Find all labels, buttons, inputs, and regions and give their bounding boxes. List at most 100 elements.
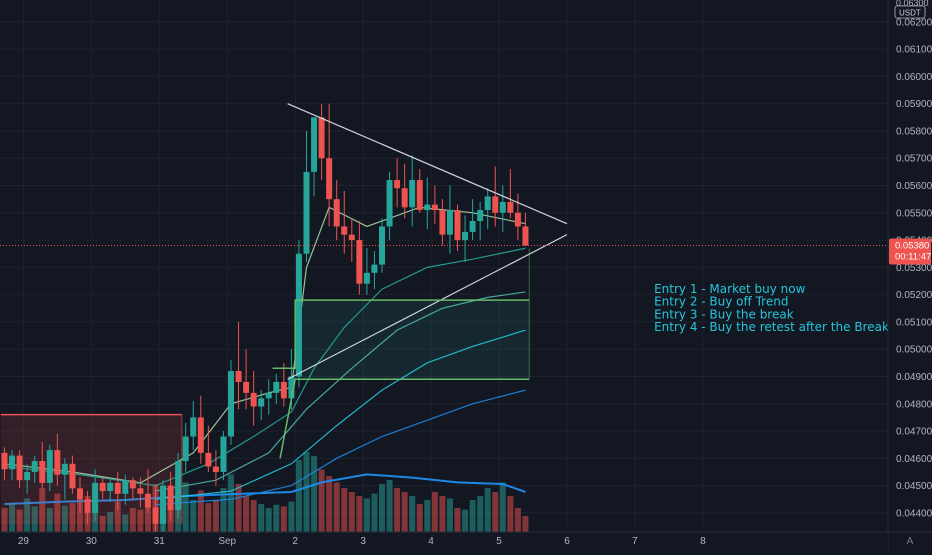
candle[interactable] [24, 463, 31, 494]
candle[interactable] [182, 422, 189, 472]
candle[interactable] [77, 477, 83, 513]
candle[interactable] [197, 395, 204, 464]
candle-body [273, 381, 280, 393]
candle[interactable] [484, 188, 491, 230]
volume-bar [356, 496, 363, 532]
triangle-upper-trendline[interactable] [287, 103, 568, 225]
candle[interactable] [454, 204, 461, 251]
candle[interactable] [235, 321, 242, 410]
candle[interactable] [144, 469, 151, 513]
candle[interactable] [439, 199, 446, 246]
candle[interactable] [295, 240, 302, 388]
candle[interactable] [137, 477, 144, 508]
candle[interactable] [258, 390, 265, 421]
candle[interactable] [333, 180, 340, 241]
candle[interactable] [220, 431, 227, 481]
candle[interactable] [250, 371, 257, 426]
volume-bar [439, 496, 446, 532]
entry-1-annotation[interactable]: Entry 1 - Market buy now [654, 282, 805, 296]
drawings[interactable] [0, 103, 888, 459]
candle[interactable] [1, 447, 8, 481]
candle[interactable] [160, 480, 167, 532]
candle[interactable] [69, 455, 76, 494]
candle[interactable] [462, 215, 469, 262]
volume-bar [507, 496, 514, 532]
candle[interactable] [9, 450, 16, 481]
entry-4-annotation[interactable]: Entry 4 - Buy the retest after the Break [654, 320, 889, 334]
candle[interactable] [469, 199, 476, 241]
candle[interactable] [477, 201, 484, 241]
quote-unit-badge[interactable] [894, 5, 926, 19]
candle[interactable] [152, 485, 159, 535]
candle[interactable] [212, 450, 219, 486]
candle[interactable] [61, 458, 68, 500]
candle[interactable] [326, 103, 333, 227]
time-tick-label: Sep [218, 536, 236, 547]
auto-scale-button[interactable]: A [907, 536, 914, 547]
candle-body [92, 482, 99, 513]
candle[interactable] [99, 477, 106, 500]
volume-bar [303, 452, 310, 532]
candle[interactable] [122, 474, 129, 505]
price-tick-label: 0.04900 [896, 372, 932, 383]
candle[interactable] [341, 190, 348, 254]
candle[interactable] [205, 425, 212, 472]
candle[interactable] [31, 455, 38, 483]
candle-body [409, 180, 416, 208]
candle[interactable] [39, 441, 46, 489]
entry-level-upper-line[interactable] [272, 299, 530, 370]
price-tick-label: 0.05700 [896, 154, 932, 165]
candle[interactable] [92, 469, 99, 522]
candle[interactable] [507, 169, 514, 219]
entry-2-annotation[interactable]: Entry 2 - Buy off Trend [654, 295, 788, 309]
candle[interactable] [280, 362, 287, 407]
candle[interactable] [303, 130, 310, 262]
candle[interactable] [492, 166, 499, 227]
candle[interactable] [46, 444, 53, 492]
price-scale[interactable]: 0.06200 0.06100 0.06000 0.05900 0.05800 0.057… [887, 0, 932, 550]
candle[interactable] [311, 117, 318, 197]
grid [0, 0, 888, 532]
candle[interactable] [265, 379, 272, 415]
candle[interactable] [522, 212, 529, 246]
candle[interactable] [318, 103, 325, 181]
candle[interactable] [228, 360, 234, 445]
entry-level-lower-line[interactable] [279, 378, 530, 459]
candle[interactable] [446, 185, 453, 254]
candle[interactable] [273, 373, 280, 404]
candle[interactable] [514, 193, 521, 241]
volume-bar [24, 498, 31, 532]
candle[interactable] [386, 171, 393, 241]
triangle-lower-trendline[interactable] [287, 234, 568, 380]
candle[interactable] [371, 250, 378, 290]
price-tick-label: 0.05500 [896, 208, 932, 219]
candle[interactable] [107, 480, 114, 502]
candle[interactable] [348, 218, 355, 262]
candle[interactable] [416, 169, 423, 213]
candle[interactable] [499, 185, 506, 232]
candle[interactable] [394, 158, 401, 208]
candle[interactable] [424, 177, 431, 230]
candlesticks[interactable] [1, 103, 529, 535]
candle[interactable] [54, 433, 61, 486]
volume-bar [492, 492, 499, 532]
candle[interactable] [243, 349, 250, 410]
entry-3-annotation[interactable]: Entry 3 - Buy the break [654, 307, 794, 321]
candle[interactable] [363, 248, 370, 295]
candle[interactable] [401, 163, 408, 219]
candle[interactable] [129, 477, 136, 500]
candle[interactable] [16, 450, 23, 489]
candle[interactable] [409, 155, 416, 227]
candle[interactable] [356, 220, 363, 295]
candle[interactable] [84, 491, 91, 524]
candle[interactable] [190, 401, 197, 451]
candle[interactable] [431, 185, 438, 224]
candle[interactable] [167, 471, 174, 522]
candle[interactable] [114, 471, 121, 511]
time-scale[interactable]: 29 30 31 Sep 2 3 4 5 6 7 8 A [0, 531, 932, 550]
candle[interactable] [175, 452, 182, 519]
volume-bar [61, 505, 68, 532]
